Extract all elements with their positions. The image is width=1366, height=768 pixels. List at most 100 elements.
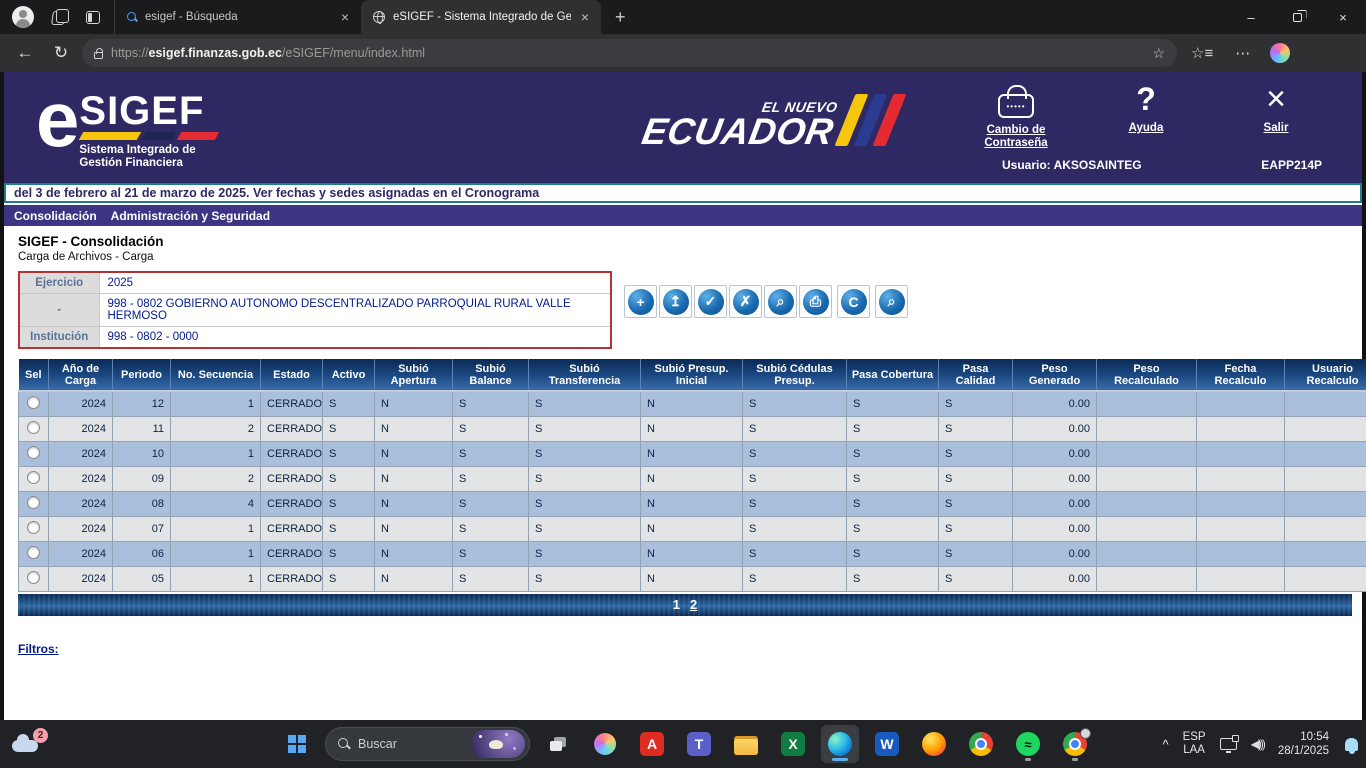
cell: S	[846, 565, 939, 592]
teams-icon: T	[687, 732, 711, 756]
refresh-button[interactable]: ↻	[53, 43, 69, 62]
logout-link[interactable]: × Salir	[1263, 80, 1289, 134]
cell: N	[374, 415, 453, 442]
main-content: SIGEF - Consolidación Carga de Archivos …	[4, 226, 1366, 722]
menu-item-1[interactable]: Consolidación	[14, 208, 97, 223]
cell: N	[640, 390, 743, 417]
table-row: 2024 08 4 CERRADO S N S S N S S S 0.00	[18, 490, 1366, 517]
tab-close-icon[interactable]: ×	[580, 9, 589, 25]
tab-actions-icon[interactable]	[86, 10, 100, 24]
tab-close-icon[interactable]: ×	[340, 9, 349, 25]
ecuador-flag-stripes	[834, 94, 907, 146]
more-menu-icon[interactable]: ⋯	[1235, 45, 1251, 62]
chrome-profile-button[interactable]	[1056, 725, 1094, 763]
taskbar: 2 Buscar A T X W ≈ ^ ESP LAA ◀))) 10:54 28/1/…	[0, 720, 1366, 768]
search-highlight-image	[471, 730, 525, 758]
row-select-radio[interactable]	[27, 570, 40, 584]
excel-button[interactable]: X	[774, 725, 812, 763]
start-button[interactable]	[278, 725, 316, 763]
print-button[interactable]: ⎙	[799, 285, 832, 318]
task-view-button[interactable]	[539, 725, 577, 763]
minimize-button[interactable]: –	[1247, 9, 1255, 25]
tab-esigef-busqueda[interactable]: esigef - Búsqueda ×	[114, 0, 361, 34]
copilot-button[interactable]	[586, 725, 624, 763]
menu-item-2[interactable]: Administración y Seguridad	[110, 208, 271, 223]
select-cell	[18, 465, 49, 492]
running-indicator	[1025, 758, 1031, 761]
favorites-bar-icon[interactable]: ☆≡	[1191, 45, 1214, 62]
restore-icon	[1292, 12, 1302, 22]
cell: 0.00	[1012, 390, 1097, 417]
file-explorer-icon	[734, 736, 758, 755]
site-header: e SIGEF Sistema Integrado de Gestión Fin…	[4, 72, 1362, 183]
clock[interactable]: 10:54 28/1/2025	[1277, 731, 1329, 757]
column-header-9: Subió Transferencia	[528, 359, 641, 392]
row-select-radio[interactable]	[27, 420, 40, 434]
logo-flag-stripe	[79, 132, 220, 140]
new-tab-button[interactable]: +	[615, 6, 626, 27]
acrobat-button[interactable]: A	[633, 725, 671, 763]
cell: N	[374, 540, 453, 567]
close-button[interactable]: ×	[1339, 9, 1347, 25]
row-select-radio[interactable]	[27, 395, 40, 409]
language-indicator[interactable]: ESP LAA	[1182, 731, 1206, 756]
workspaces-icon[interactable]	[52, 9, 69, 25]
row-select-radio[interactable]	[27, 520, 40, 534]
cell	[1196, 465, 1285, 492]
copilot-icon[interactable]	[1270, 43, 1291, 63]
chrome-button[interactable]	[962, 725, 1000, 763]
cell: CERRADO	[260, 565, 323, 592]
address-bar[interactable]: https://esigef.finanzas.gob.ec/eSIGEF/me…	[82, 39, 1177, 67]
profile-avatar[interactable]	[12, 6, 34, 28]
cell: S	[846, 515, 939, 542]
back-button[interactable]: ←	[16, 43, 34, 62]
announcement-marquee: del 3 de febrero al 21 de marzo de 2025.…	[4, 183, 1362, 203]
cell: S	[938, 390, 1013, 417]
restore-button[interactable]	[1274, 0, 1320, 34]
favorite-star-icon[interactable]: ☆	[1152, 44, 1165, 61]
create-record-button[interactable]: +	[624, 285, 657, 318]
row-select-radio[interactable]	[27, 445, 40, 459]
taskbar-search[interactable]: Buscar	[325, 727, 530, 761]
cell: S	[322, 390, 375, 417]
chrome-icon	[969, 732, 993, 756]
preview-search-button[interactable]: ⌕	[764, 285, 797, 318]
spotify-button[interactable]: ≈	[1009, 725, 1047, 763]
page-link[interactable]: 2	[690, 597, 698, 612]
cell	[1284, 440, 1366, 467]
cell: S	[452, 565, 529, 592]
cell: 11	[112, 415, 171, 442]
cell: S	[846, 415, 939, 442]
taskbar-apps: Buscar A T X W ≈	[278, 725, 1094, 763]
cell: S	[452, 415, 529, 442]
volume-icon[interactable]: ◀)))	[1250, 737, 1266, 751]
delete-record-button[interactable]: ✗	[729, 285, 762, 318]
edge-button[interactable]	[821, 725, 859, 763]
notifications-bell-icon[interactable]	[1345, 737, 1358, 754]
filters-link[interactable]: Filtros:	[18, 641, 59, 656]
row-select-radio[interactable]	[27, 545, 40, 559]
change-password-link[interactable]: ••••• Cambio de Contraseña	[970, 82, 1062, 150]
tab-esigef-sistema[interactable]: eSIGEF - Sistema Integrado de Ge ×	[361, 0, 601, 34]
firefox-button[interactable]	[915, 725, 953, 763]
cell: 2024	[48, 540, 113, 567]
teams-button[interactable]: T	[680, 725, 718, 763]
cell: S	[846, 390, 939, 417]
validate-list-button[interactable]: ✓	[694, 285, 727, 318]
consolidate-check-button[interactable]: C	[837, 285, 870, 318]
cell: S	[846, 490, 939, 517]
tray-overflow-chevron[interactable]: ^	[1162, 736, 1169, 752]
cell	[1096, 465, 1197, 492]
save-upload-button[interactable]: ↥	[659, 285, 692, 318]
help-link[interactable]: ? Ayuda	[1128, 81, 1164, 134]
network-monitor-icon[interactable]	[1219, 735, 1239, 753]
row-select-radio[interactable]	[27, 470, 40, 484]
widgets-button[interactable]: 2	[10, 728, 50, 762]
row-select-radio[interactable]	[27, 495, 40, 509]
cell: 08	[112, 490, 171, 517]
cell: S	[742, 490, 847, 517]
cell: 1	[170, 390, 261, 417]
web-search-button[interactable]: ⌕	[875, 285, 908, 318]
file-explorer-button[interactable]	[727, 725, 765, 763]
word-button[interactable]: W	[868, 725, 906, 763]
